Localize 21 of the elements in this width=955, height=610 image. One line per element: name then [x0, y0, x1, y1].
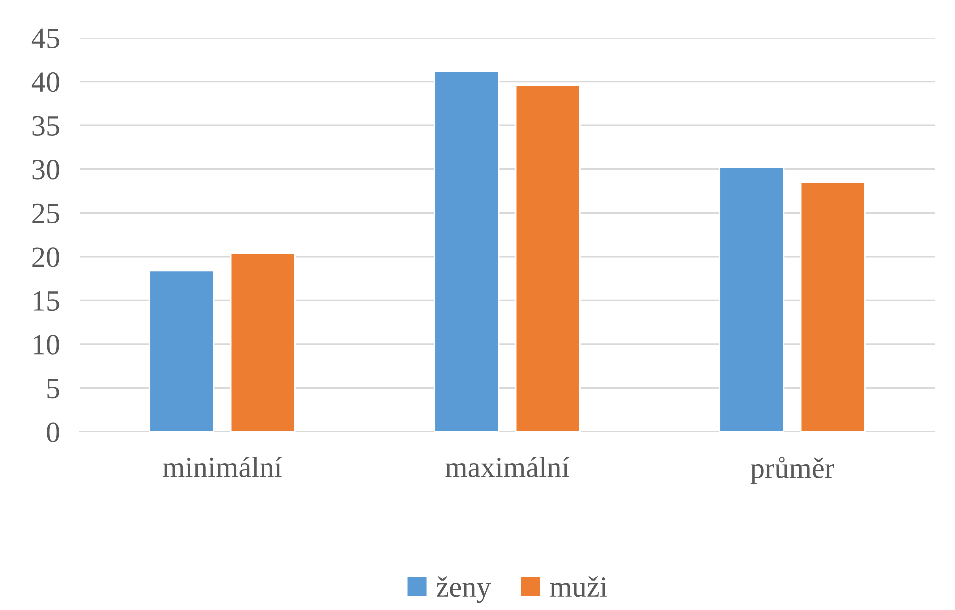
y-tick-label: 25	[32, 204, 60, 224]
y-tick-label: 40	[32, 72, 60, 92]
y-tick-label: 15	[34, 292, 60, 312]
legend-label: ženy	[437, 576, 492, 604]
y-tick-label: 30	[32, 160, 60, 180]
bar	[515, 84, 581, 432]
bar	[800, 182, 866, 432]
bar	[719, 166, 785, 432]
bar	[149, 270, 215, 432]
y-tick-label: 20	[32, 248, 60, 268]
x-tick-label: průměr	[750, 457, 834, 484]
bar	[230, 252, 296, 432]
y-tick-label: 10	[34, 335, 60, 355]
x-tick-label: maximální	[446, 456, 570, 478]
legend-label: muži	[550, 576, 608, 598]
x-tick-label: minimální	[163, 456, 282, 478]
y-tick-label: 45	[32, 28, 60, 48]
y-tick-label: 35	[32, 116, 60, 136]
y-tick-label: 5	[48, 379, 60, 399]
bar	[434, 70, 500, 432]
y-tick-label: 0	[47, 422, 60, 442]
